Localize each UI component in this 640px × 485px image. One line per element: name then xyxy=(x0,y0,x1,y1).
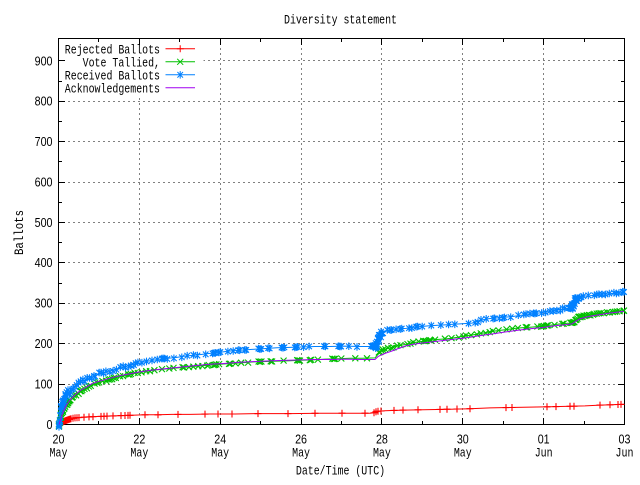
svg-text:26: 26 xyxy=(295,432,307,446)
svg-text:May: May xyxy=(50,446,68,460)
svg-text:700: 700 xyxy=(35,135,53,149)
svg-text:Rejected Ballots: Rejected Ballots xyxy=(65,43,160,57)
svg-text:Vote Tallied,: Vote Tallied, xyxy=(83,56,160,70)
svg-text:800: 800 xyxy=(35,95,53,109)
svg-text:May: May xyxy=(130,446,148,460)
svg-text:Diversity statement: Diversity statement xyxy=(284,13,397,27)
svg-text:28: 28 xyxy=(376,432,388,446)
svg-text:900: 900 xyxy=(35,54,53,68)
svg-text:Acknowledgements: Acknowledgements xyxy=(65,82,160,96)
svg-text:03: 03 xyxy=(619,432,631,446)
svg-text:0: 0 xyxy=(47,418,53,432)
svg-text:May: May xyxy=(454,446,472,460)
svg-text:Jun: Jun xyxy=(616,446,634,460)
svg-text:30: 30 xyxy=(457,432,469,446)
svg-text:May: May xyxy=(211,446,229,460)
svg-text:400: 400 xyxy=(35,256,53,270)
svg-text:01: 01 xyxy=(538,432,550,446)
svg-text:Jun: Jun xyxy=(535,446,553,460)
svg-text:Date/Time (UTC): Date/Time (UTC) xyxy=(296,465,385,479)
svg-text:May: May xyxy=(373,446,391,460)
svg-text:100: 100 xyxy=(35,377,53,391)
svg-text:Received Ballots: Received Ballots xyxy=(65,69,160,83)
svg-text:500: 500 xyxy=(35,216,53,230)
svg-text:600: 600 xyxy=(35,175,53,189)
svg-text:20: 20 xyxy=(53,432,65,446)
svg-text:200: 200 xyxy=(35,337,53,351)
svg-text:Ballots: Ballots xyxy=(13,210,27,255)
svg-text:300: 300 xyxy=(35,297,53,311)
svg-text:May: May xyxy=(292,446,310,460)
svg-text:24: 24 xyxy=(214,432,226,446)
svg-text:22: 22 xyxy=(133,432,145,446)
